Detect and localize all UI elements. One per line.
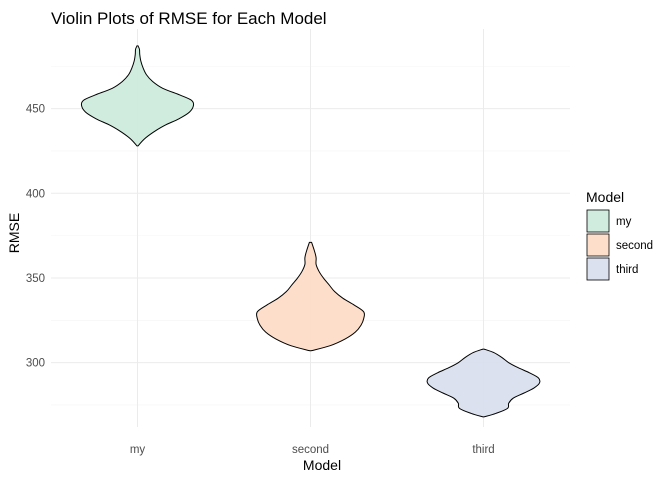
x-axis-title: Model [303,457,341,473]
legend-key-second [586,233,610,257]
legend-title: Model [586,189,624,205]
chart-title: Violin Plots of RMSE for Each Model [51,9,327,28]
y-tick-label: 300 [26,358,45,370]
violin-my [80,45,195,147]
y-axis-ticks: 300 350 400 450 [26,104,45,370]
legend-key-third [586,257,610,281]
y-axis-title: RMSE [6,213,22,253]
x-tick-label: third [472,444,494,456]
legend-label-second: second [616,240,653,252]
gridlines [51,29,570,427]
legend-label-third: third [616,264,638,276]
legend: Model my second third [586,189,653,281]
y-tick-label: 450 [26,104,45,116]
violin-second [255,241,366,352]
x-axis-ticks: my second third [130,444,495,456]
legend-key-my [586,209,610,233]
x-tick-label: my [130,444,146,456]
x-tick-label: second [292,444,329,456]
violin-third [426,348,541,418]
violins [80,45,541,418]
y-tick-label: 400 [26,188,45,200]
y-tick-label: 350 [26,273,45,285]
legend-label-my: my [616,216,632,228]
